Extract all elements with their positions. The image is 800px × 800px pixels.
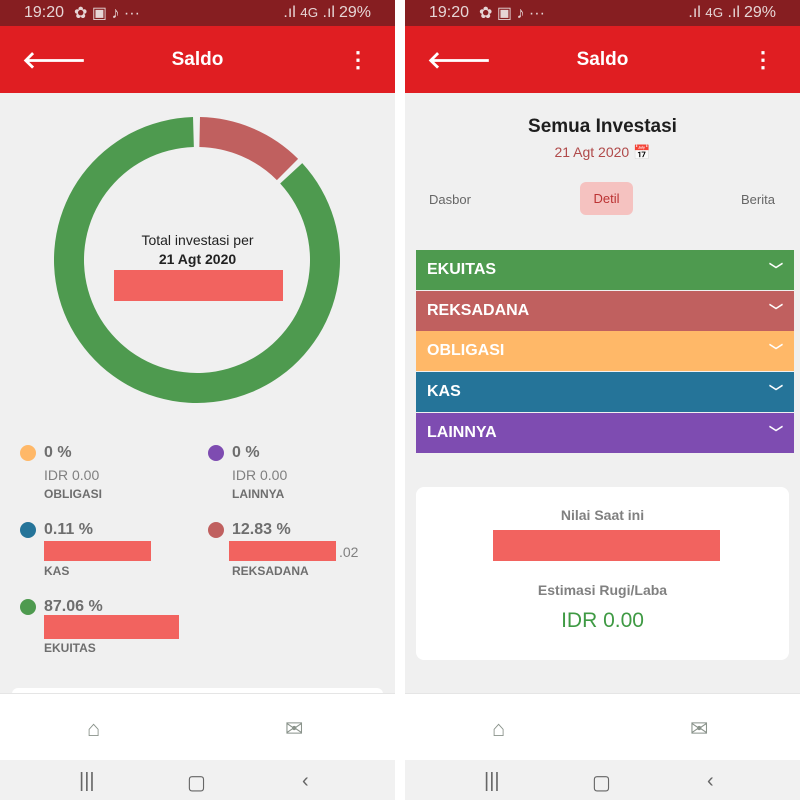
date-text: 21 Agt 2020 <box>554 144 630 160</box>
mail-icon[interactable]: ✉ <box>285 716 304 741</box>
notification-icons: ✿ ▣ ♪ ··· <box>74 5 140 22</box>
signal-icon: .ıl 4G .ıl <box>688 4 740 21</box>
battery-level: 29% <box>338 4 371 21</box>
legend-percent: 0.11 % <box>44 521 93 538</box>
category-row[interactable]: OBLIGASI ﹀ <box>416 331 794 372</box>
legend-amount: IDR 0.00 <box>44 467 100 483</box>
date-picker[interactable]: 21 Agt 2020 📅 <box>405 144 800 161</box>
app-header: 🡐 Saldo ⋮ <box>0 26 395 93</box>
category-row[interactable]: EKUITAS ﹀ <box>416 250 794 290</box>
legend-dot <box>20 599 36 615</box>
bottom-nav: ⌂ ✉ <box>0 693 395 760</box>
legend-percent: 0 % <box>232 444 260 461</box>
legend-dot <box>20 522 36 538</box>
legend-name: OBLIGASI <box>44 487 103 501</box>
category-name: REKSADANA <box>427 301 530 319</box>
battery-level: 29% <box>743 4 776 21</box>
chevron-down-icon[interactable]: ﹀ <box>769 424 783 441</box>
legend-amount: IDR 0.00 <box>232 467 288 483</box>
page-title: Saldo <box>576 48 629 70</box>
chevron-down-icon[interactable]: ﹀ <box>769 302 783 319</box>
category-name: LAINNYA <box>427 423 497 441</box>
home-icon[interactable]: ⌂ <box>87 716 101 741</box>
system-nav: ||| ▢ ‹ <box>0 760 395 800</box>
redacted-amount <box>44 615 179 639</box>
current-value-label: Nilai Saat ini <box>560 507 645 523</box>
tab-dasbor[interactable]: Dasbor <box>429 192 471 207</box>
more-vertical-icon[interactable]: ⋮ <box>752 46 774 72</box>
legend-percent: 87.06 % <box>44 598 103 615</box>
saldo-overview-screen: 19:20 ✿ ▣ ♪ ··· .ıl 4G .ıl 29% 🡐 Saldo ⋮… <box>0 0 395 800</box>
legend-dot <box>208 522 224 538</box>
legend-percent: 0 % <box>44 444 72 461</box>
category-name: EKUITAS <box>427 261 497 278</box>
donut-slice-reksadana <box>199 117 299 181</box>
chevron-down-icon[interactable]: ﹀ <box>769 343 783 360</box>
category-name: OBLIGASI <box>427 342 505 360</box>
legend-name: LAINNYA <box>232 487 285 501</box>
bottom-nav: ⌂ ✉ <box>405 693 800 760</box>
section-title: Semua Investasi <box>528 116 677 137</box>
legend-name: EKUITAS <box>44 641 96 655</box>
legend-dot <box>208 445 224 461</box>
value-card: Nilai Saat ini Estimasi Rugi/Laba IDR 0.… <box>416 487 789 660</box>
redacted-amount <box>44 541 151 561</box>
home-button-icon[interactable]: ▢ <box>187 772 206 794</box>
back-icon[interactable]: ‹ <box>707 770 714 792</box>
mail-icon[interactable]: ✉ <box>690 716 709 741</box>
legend-amount: .02 <box>339 544 359 560</box>
recents-icon[interactable]: ||| <box>484 770 500 792</box>
app-header: 🡐 Saldo ⋮ <box>405 26 800 93</box>
tab-detil[interactable]: Detil <box>580 182 633 215</box>
legend-dot <box>20 445 36 461</box>
signal-icon: .ıl 4G .ıl <box>283 4 335 21</box>
page-title: Saldo <box>171 48 224 70</box>
chevron-down-icon[interactable]: ﹀ <box>769 384 783 401</box>
donut-label: Total investasi per <box>141 232 254 248</box>
investment-detail-screen: 19:20 ✿ ▣ ♪ ··· .ıl 4G .ıl 29% 🡐 Saldo ⋮… <box>405 0 800 800</box>
category-name: KAS <box>427 383 461 401</box>
chevron-down-icon[interactable]: ﹀ <box>769 262 783 278</box>
allocation-donut-chart <box>53 117 340 403</box>
calendar-icon[interactable]: 📅 <box>633 144 651 160</box>
status-time: 19:20 <box>429 4 470 21</box>
donut-date: 21 Agt 2020 <box>158 251 237 267</box>
status-bar: 19:20 ✿ ▣ ♪ ··· .ıl 4G .ıl 29% <box>0 0 395 26</box>
status-bar: 19:20 ✿ ▣ ♪ ··· .ıl 4G .ıl 29% <box>405 0 800 26</box>
home-button-icon[interactable]: ▢ <box>592 772 611 794</box>
pl-value: IDR 0.00 <box>561 609 644 632</box>
redacted-current-value <box>493 530 720 561</box>
pl-label: Estimasi Rugi/Laba <box>537 582 668 598</box>
arrow-left-icon[interactable]: 🡐 <box>22 46 87 74</box>
tab-berita[interactable]: Berita <box>741 192 775 207</box>
legend-name: KAS <box>44 564 70 578</box>
system-nav: ||| ▢ ‹ <box>405 760 800 800</box>
arrow-left-icon[interactable]: 🡐 <box>427 46 492 74</box>
status-time: 19:20 <box>24 4 65 21</box>
category-row[interactable]: KAS ﹀ <box>416 372 794 413</box>
more-vertical-icon[interactable]: ⋮ <box>347 46 369 72</box>
category-row[interactable]: REKSADANA ﹀ <box>416 290 794 331</box>
back-icon[interactable]: ‹ <box>302 770 309 792</box>
category-row[interactable]: LAINNYA ﹀ <box>416 412 794 453</box>
home-icon[interactable]: ⌂ <box>492 716 506 741</box>
legend-name: REKSADANA <box>232 564 309 578</box>
redacted-total <box>114 270 283 301</box>
redacted-amount <box>229 541 336 561</box>
legend-percent: 12.83 % <box>232 521 291 538</box>
notification-icons: ✿ ▣ ♪ ··· <box>479 5 545 22</box>
recents-icon[interactable]: ||| <box>79 770 95 792</box>
